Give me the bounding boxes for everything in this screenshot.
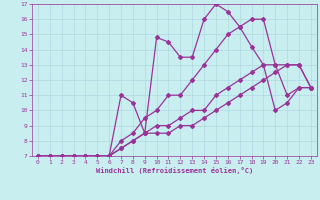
- X-axis label: Windchill (Refroidissement éolien,°C): Windchill (Refroidissement éolien,°C): [96, 167, 253, 174]
